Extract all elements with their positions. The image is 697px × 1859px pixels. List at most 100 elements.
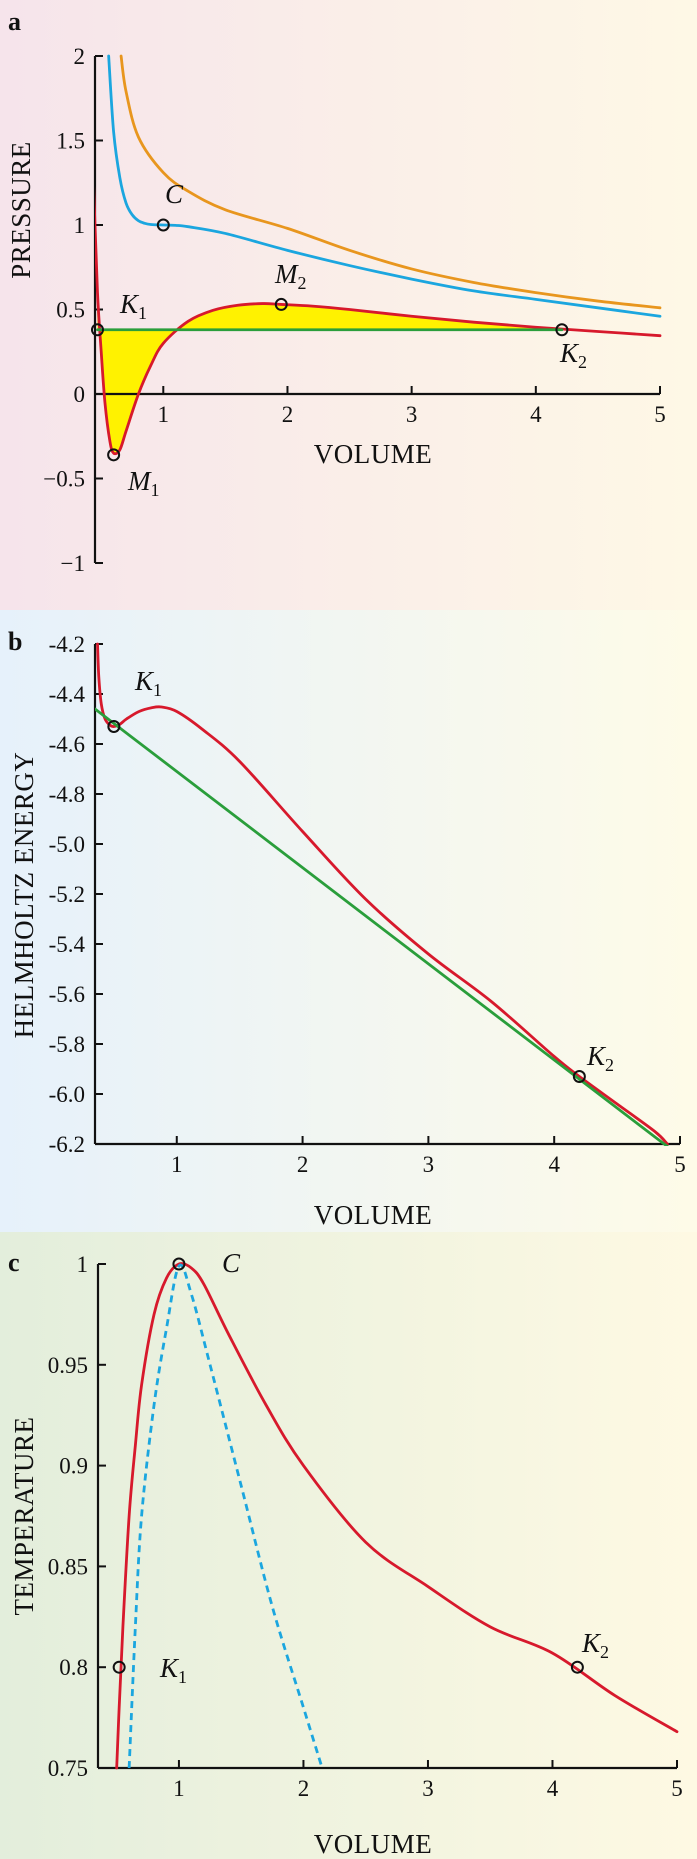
series-line-1 — [95, 707, 669, 1146]
y-tick-label: -4.6 — [49, 732, 85, 757]
point-label-K1: K1 — [159, 1653, 187, 1687]
x-tick-label: 4 — [547, 1776, 559, 1801]
x-axis-title: VOLUME — [314, 1829, 433, 1859]
series-line-0 — [115, 1262, 679, 1770]
point-label-M2: M2 — [274, 259, 307, 293]
y-tick-label: -5.0 — [49, 832, 85, 857]
y-axis-title: PRESSURE — [6, 141, 36, 279]
y-tick-label: -4.2 — [49, 632, 85, 657]
panel-label-c: c — [8, 1248, 20, 1277]
chart-panel-c: c 1 0.95 0.9 0.85 0.8 0.75 1 2 3 4 5 VOLUME TEMPERATU… — [8, 1248, 683, 1859]
point-label-letter: K — [559, 338, 580, 368]
y-tick-label: 0.95 — [48, 1353, 88, 1378]
y-tick-label: 1.5 — [56, 129, 85, 154]
y-tick-label: 0.5 — [56, 298, 85, 323]
y-tick-label: -5.6 — [49, 982, 85, 1007]
y-tick-label: 1 — [74, 213, 86, 238]
series-line-1 — [127, 1263, 324, 1769]
point-label-letter: M — [274, 259, 299, 289]
point-marker-M1 — [107, 448, 121, 462]
equal-area-fill — [97, 292, 562, 454]
y-tick-label: -5.8 — [49, 1032, 85, 1057]
point-marker-M2 — [274, 297, 288, 311]
x-tick-label: 5 — [674, 1152, 686, 1177]
y-tick-label: -5.2 — [49, 882, 85, 907]
point-marker-K1 — [112, 1660, 126, 1674]
point-label-letter: K — [119, 289, 140, 319]
y-tick-label: 0.9 — [59, 1454, 88, 1479]
x-tick-label: 3 — [422, 1776, 434, 1801]
point-marker-K2 — [572, 1070, 586, 1083]
y-tick-label: -4.4 — [49, 682, 86, 707]
point-label-letter: K — [159, 1653, 180, 1683]
point-label-letter: K — [586, 1041, 607, 1071]
point-label-subscript: 1 — [151, 480, 160, 500]
y-tick-label: 0 — [74, 382, 86, 407]
y-tick-label: 0.8 — [59, 1655, 88, 1680]
y-tick-label: 0.75 — [48, 1756, 88, 1781]
point-label-M1: M1 — [127, 466, 160, 500]
panel-label-b: b — [8, 627, 22, 656]
point-label-K1: K1 — [134, 666, 162, 700]
point-label-letter: M — [127, 466, 152, 496]
point-label-C: C — [165, 179, 184, 209]
x-tick-label: 3 — [423, 1152, 435, 1177]
point-label-subscript: 2 — [600, 1642, 609, 1662]
series-line-1 — [107, 54, 662, 318]
chart-panel-b: b -4.2 -4.4 -4.6 -4.8 -5.0 -5.2 -5.4 -5.6 -5.8 -6.… — [8, 627, 686, 1230]
point-label-letter: K — [134, 666, 155, 696]
x-tick-label: 2 — [298, 1776, 310, 1801]
y-tick-label: 0.85 — [48, 1554, 88, 1579]
x-tick-label: 5 — [654, 402, 666, 427]
point-label-K2: K2 — [586, 1041, 614, 1075]
point-label-subscript: 1 — [138, 303, 147, 323]
panel-label-a: a — [8, 7, 21, 36]
y-tick-label: -6.0 — [49, 1082, 85, 1107]
panel-c-background — [0, 1232, 697, 1859]
plot-area — [115, 1262, 679, 1770]
series-line-0 — [119, 54, 662, 310]
x-tick-label: 2 — [282, 402, 294, 427]
point-label-letter: K — [581, 1628, 602, 1658]
x-axis-title: VOLUME — [314, 1200, 433, 1230]
y-tick-label: -6.2 — [49, 1132, 85, 1157]
point-marker-C — [156, 218, 170, 232]
point-marker-K2 — [555, 323, 569, 337]
x-tick-label: 4 — [530, 402, 542, 427]
point-marker-K1 — [107, 720, 121, 733]
plot-area — [95, 54, 662, 456]
point-marker-K1 — [90, 323, 104, 337]
x-tick-label: 1 — [171, 1152, 183, 1177]
point-label-letter: C — [222, 1248, 241, 1278]
y-axis-title: HELMHOLTZ ENERGY — [9, 752, 39, 1039]
point-label-subscript: 1 — [178, 1667, 187, 1687]
point-label-subscript: 2 — [578, 352, 587, 372]
y-tick-label: −1 — [61, 551, 85, 576]
series-line-2 — [95, 185, 662, 456]
x-tick-label: 4 — [548, 1152, 560, 1177]
x-axis-title: VOLUME — [314, 439, 433, 469]
point-marker-C — [172, 1257, 186, 1271]
y-tick-label: -5.4 — [49, 932, 86, 957]
point-label-C: C — [222, 1248, 241, 1278]
x-tick-label: 1 — [173, 1776, 185, 1801]
y-tick-label: -4.8 — [49, 782, 85, 807]
y-tick-label: 1 — [77, 1252, 89, 1277]
point-label-K2: K2 — [559, 338, 587, 372]
x-tick-label: 5 — [671, 1776, 683, 1801]
point-label-letter: C — [165, 179, 184, 209]
panel-b-background — [0, 610, 697, 1232]
x-tick-label: 3 — [406, 402, 418, 427]
point-label-K1: K1 — [119, 289, 147, 323]
x-tick-label: 1 — [158, 402, 170, 427]
point-label-subscript: 1 — [153, 680, 162, 700]
point-label-subscript: 2 — [298, 273, 307, 293]
x-tick-label: 2 — [297, 1152, 309, 1177]
y-tick-label: −0.5 — [43, 467, 85, 492]
point-label-subscript: 2 — [605, 1055, 614, 1075]
y-tick-label: 2 — [74, 44, 86, 69]
panel-a-background — [0, 0, 697, 610]
y-axis-title: TEMPERATURE — [9, 1416, 39, 1615]
